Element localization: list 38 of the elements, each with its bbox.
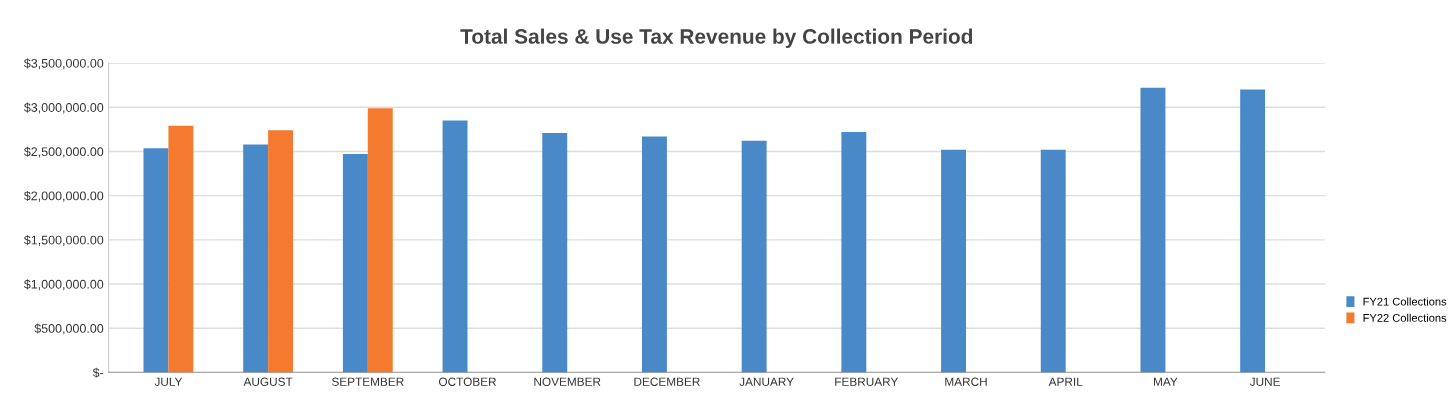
legend-label: FY21 Collections: [1363, 297, 1447, 306]
bar: [268, 130, 294, 373]
x-tick-label: JANUARY: [739, 377, 794, 386]
y-tick-label: $3,500,000.00: [23, 58, 104, 70]
bar: [342, 154, 368, 373]
legend-label: FY22 Collections: [1363, 313, 1447, 322]
bar: [442, 120, 468, 373]
y-tick-label: $2,500,000.00: [23, 146, 104, 158]
y-tick-label: $1,500,000.00: [23, 235, 104, 246]
y-tick-label: $1,000,000.00: [23, 279, 104, 291]
x-tick-label: SEPTEMBER: [331, 377, 404, 386]
bar: [641, 136, 667, 373]
bar: [941, 149, 967, 373]
bar: [367, 108, 393, 373]
x-tick-label: JUNE: [1249, 377, 1281, 386]
y-tick-label: $3,000,000.00: [23, 102, 104, 114]
x-tick-label: APRIL: [1048, 377, 1083, 386]
bar: [1040, 149, 1066, 373]
x-tick-label: NOVEMBER: [534, 377, 601, 386]
x-tick-label: MAY: [1154, 377, 1178, 386]
x-tick-label: MARCH: [945, 377, 987, 386]
chart-title: Total Sales & Use Tax Revenue by Collection Period: [460, 28, 973, 48]
bar: [168, 125, 194, 373]
bar: [741, 140, 767, 373]
x-tick-label: AUGUST: [243, 377, 293, 386]
bar: [143, 148, 169, 373]
bar: [1240, 89, 1266, 373]
bar: [841, 132, 867, 373]
x-tick-label: DECEMBER: [634, 377, 700, 386]
x-tick-label: FEBRUARY: [835, 377, 899, 386]
bar: [1140, 87, 1166, 373]
y-tick-label: $500,000.00: [34, 323, 104, 335]
bar: [542, 132, 568, 373]
bar: [243, 144, 269, 373]
y-tick-label: $2,000,000.00: [23, 190, 104, 202]
x-tick-label: JULY: [154, 377, 183, 386]
x-tick-label: OCTOBER: [438, 377, 497, 386]
y-tick-label: $-: [92, 367, 104, 378]
